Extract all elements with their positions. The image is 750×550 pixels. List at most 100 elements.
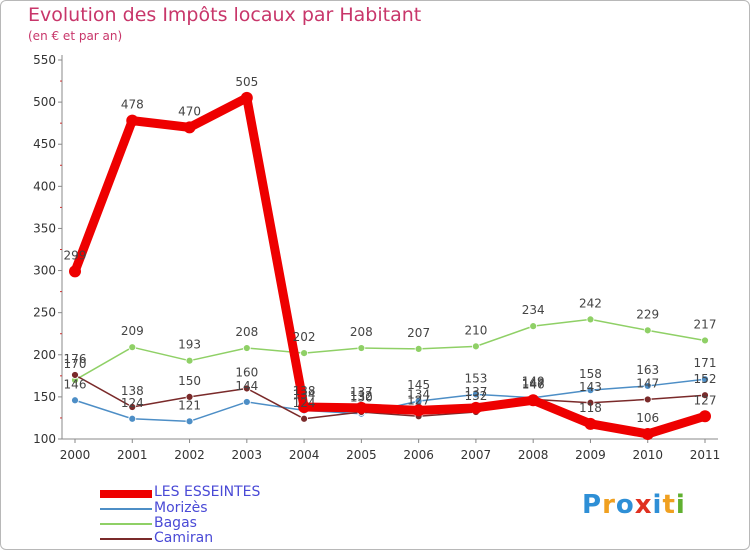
data-label-bagas: 234 [522,303,545,317]
y-tick-label: 350 [33,221,56,235]
data-point-morizes [643,382,652,390]
logo-letter: i [675,490,686,520]
data-label-bagas: 242 [579,296,602,310]
data-label-camiran: 147 [636,376,659,390]
series-line-bagas [74,318,706,381]
x-tick-label: 2008 [518,448,549,462]
logo-letter: i [652,490,663,520]
data-label-camiran: 132 [464,389,487,403]
data-point-bagas [128,343,137,352]
data-point-les-esseintes [240,91,253,104]
data-point-camiran [242,384,251,393]
data-label-les-esseintes: 299 [64,248,87,262]
data-point-camiran [701,391,709,400]
data-point-bagas [643,326,652,335]
data-label-morizes: 158 [579,367,602,381]
data-label-les-esseintes: 505 [235,75,258,89]
y-tick-label: 150 [33,390,56,404]
legend-item-bagas: Bagas [100,515,360,533]
logo-letter: t [662,490,676,520]
data-label-camiran: 176 [64,352,87,366]
logo-letter: P [582,490,603,520]
y-tick-label: 250 [33,306,56,320]
data-point-les-esseintes [69,265,81,278]
legend-item-camiran: Camiran [100,530,360,548]
data-label-bagas: 210 [464,323,487,337]
data-label-morizes: 134 [293,387,316,401]
series-line-les-esseintes [70,93,710,439]
logo-letter: x [634,490,653,520]
data-point-camiran [71,371,79,379]
data-label-camiran: 127 [407,393,430,407]
y-tick-label: 200 [33,348,56,362]
x-tick-label: 2004 [289,448,320,462]
legend-label: Morizès [154,500,208,516]
data-point-les-esseintes [584,417,597,430]
x-tick-label: 2006 [403,448,434,462]
data-label-les-esseintes: 470 [178,104,201,118]
y-tick-label: 500 [33,95,56,109]
y-tick-label: 100 [33,432,56,446]
data-label-camiran: 132 [350,389,373,403]
x-tick-label: 2002 [174,448,205,462]
chart-subtitle: (en € et par an) [28,29,123,43]
data-point-les-esseintes [412,404,425,417]
legend-label: Bagas [154,515,197,531]
y-tick-label: 450 [33,137,56,151]
proxiti-logo: Proxiti [582,490,686,520]
data-label-les-esseintes: 106 [636,411,659,425]
data-label-morizes: 153 [464,371,487,385]
x-tick-label: 2000 [60,448,91,462]
logo-letter: o [615,490,635,520]
data-label-camiran: 124 [293,396,316,410]
data-label-bagas: 193 [178,338,201,352]
data-point-les-esseintes [527,394,540,407]
data-point-morizes [185,417,194,426]
x-tick-label: 2010 [632,448,663,462]
data-point-bagas [300,349,308,357]
data-label-bagas: 202 [293,330,316,344]
data-label-les-esseintes: 137 [464,385,487,399]
data-point-les-esseintes [641,427,654,440]
legend-label: LES ESSEINTES [154,484,261,500]
data-point-morizes [701,375,709,384]
data-label-camiran: 147 [522,376,545,390]
data-label-les-esseintes: 134 [407,387,430,401]
data-point-camiran [185,392,194,401]
data-label-morizes: 149 [522,375,545,389]
data-point-bagas [586,315,595,324]
data-label-morizes: 171 [694,356,717,370]
data-point-bagas [357,344,366,352]
data-label-morizes: 146 [64,377,87,391]
legend-swatch [100,508,152,510]
data-label-morizes: 121 [178,398,201,412]
data-point-bagas [529,322,538,331]
data-point-morizes [71,396,79,405]
data-point-bagas [242,344,251,352]
data-label-bagas: 229 [636,307,659,321]
chart-title: Evolution des Impôts locaux par Habitant [28,4,422,26]
axes: 100 150 200 250 300 350 400 450 500 550 2000 2001 20… [33,53,720,462]
y-tick-label: 550 [33,53,56,67]
x-tick-label: 2001 [117,448,148,462]
y-tick-label: 300 [33,264,56,278]
data-point-camiran [128,403,137,411]
data-label-bagas: 208 [235,325,258,339]
x-tick-label: 2009 [575,448,606,462]
data-point-camiran [643,395,652,404]
legend-swatch [100,538,152,540]
logo-letter: r [602,490,616,520]
data-point-bagas [185,356,194,365]
data-label-bagas: 207 [407,326,430,340]
data-label-les-esseintes: 478 [121,98,144,112]
data-label-camiran: 152 [694,372,717,386]
data-point-les-esseintes [298,400,311,413]
data-point-morizes [242,398,251,406]
data-point-les-esseintes [469,401,482,414]
x-tick-label: 2007 [461,448,492,462]
legend-item-les-esseintes: LES ESSEINTES [100,484,360,502]
data-point-camiran [586,398,595,407]
